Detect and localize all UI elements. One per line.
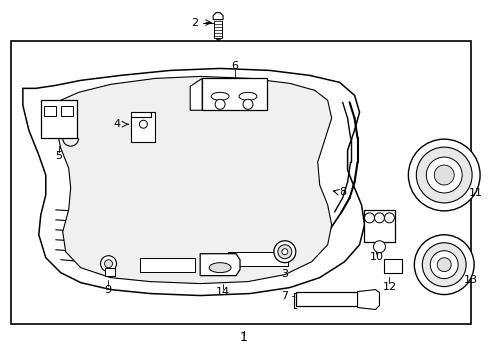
Text: 3: 3	[281, 269, 288, 279]
Bar	[384, 259, 402, 273]
Polygon shape	[213, 13, 223, 20]
Text: 7: 7	[280, 291, 287, 301]
Bar	[131, 112, 151, 134]
Polygon shape	[200, 254, 240, 276]
Bar	[104, 268, 114, 276]
Circle shape	[373, 241, 385, 253]
Circle shape	[281, 249, 287, 255]
Circle shape	[215, 99, 224, 109]
Circle shape	[433, 165, 453, 185]
Circle shape	[436, 258, 450, 272]
Polygon shape	[131, 112, 155, 142]
Circle shape	[426, 157, 461, 193]
Bar	[227, 252, 287, 266]
Ellipse shape	[239, 92, 256, 100]
Bar	[202, 78, 266, 110]
Text: 13: 13	[463, 275, 477, 285]
Text: 2: 2	[191, 18, 198, 28]
Text: 11: 11	[468, 188, 482, 198]
Polygon shape	[357, 289, 379, 310]
Circle shape	[277, 245, 291, 259]
Circle shape	[407, 139, 479, 211]
Polygon shape	[56, 76, 331, 284]
Text: 8: 8	[339, 187, 346, 197]
Text: 5: 5	[55, 151, 62, 161]
Ellipse shape	[209, 263, 230, 273]
Circle shape	[384, 213, 394, 223]
Circle shape	[101, 256, 116, 272]
Circle shape	[429, 251, 457, 279]
Text: 10: 10	[369, 252, 383, 262]
Circle shape	[415, 147, 471, 203]
Text: 14: 14	[216, 287, 230, 297]
Bar	[41, 100, 77, 138]
Circle shape	[374, 213, 384, 223]
Bar	[363, 210, 395, 242]
Bar	[11, 41, 470, 324]
Circle shape	[139, 120, 147, 128]
Bar	[61, 106, 73, 116]
Circle shape	[413, 235, 473, 294]
Circle shape	[243, 99, 252, 109]
Text: 4: 4	[113, 119, 120, 129]
Ellipse shape	[211, 92, 228, 100]
Bar	[44, 106, 56, 116]
Bar	[295, 292, 357, 306]
Polygon shape	[190, 78, 202, 110]
Text: 9: 9	[104, 284, 111, 294]
Text: 12: 12	[382, 282, 396, 292]
Circle shape	[422, 243, 465, 287]
Bar	[140, 258, 195, 272]
Circle shape	[104, 260, 112, 268]
Circle shape	[273, 241, 295, 263]
Text: 1: 1	[240, 331, 247, 344]
Polygon shape	[23, 68, 364, 296]
Circle shape	[364, 213, 374, 223]
Text: 6: 6	[231, 62, 238, 71]
